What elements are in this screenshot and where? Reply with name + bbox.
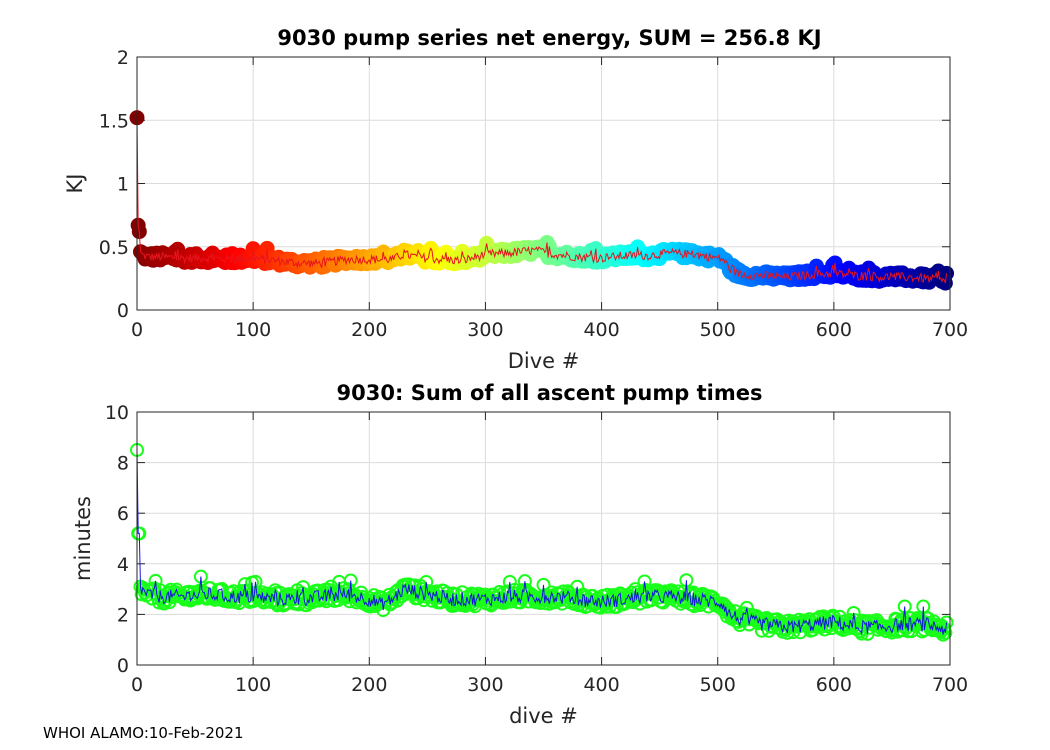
x-axis-label: dive # [509,704,578,728]
x-axis-label: Dive # [508,349,580,373]
y-tick-label: 1.5 [99,110,129,132]
axes-frame [136,56,951,311]
axes-frame [136,411,951,666]
series-line [136,449,947,636]
data-marker [248,574,263,589]
data-marker [938,625,953,640]
y-tick-label: 0.5 [99,237,129,259]
y-tick-label: 8 [117,453,129,475]
x-tick-label: 600 [816,319,852,341]
y-tick-label: 0 [117,300,129,322]
y-tick-label: 2 [117,604,129,626]
x-tick-label: 700 [932,319,968,341]
series-line [136,117,947,284]
data-marker [238,577,253,592]
x-tick-label: 500 [700,319,736,341]
y-tick-label: 0 [117,655,129,677]
chart-title: 9030 pump series net energy, SUM = 256.8… [277,26,821,50]
x-tick-label: 300 [467,319,503,341]
x-tick-label: 200 [351,319,387,341]
footer-stamp: WHOI ALAMO:10-Feb-2021 [43,724,244,742]
y-tick-label: 1 [117,174,129,196]
data-marker [939,615,954,630]
x-tick-label: 700 [932,674,968,696]
x-tick-label: 0 [131,674,143,696]
x-tick-label: 100 [235,319,271,341]
x-tick-label: 0 [131,319,143,341]
y-tick-label: 10 [105,402,129,424]
pump-time-chart: 0 100 200 300 400 500 600 700 0 2 4 6 8 10 9030: Sum o… [71,381,968,728]
energy-chart: 0 100 200 300 400 500 600 700 0 0.5 1 1.5 2 9030 pump… [63,26,968,373]
x-tick-label: 400 [583,674,619,696]
x-tick-label: 600 [816,674,852,696]
y-axis-label: KJ [63,174,87,194]
x-tick-label: 500 [700,674,736,696]
x-tick-label: 300 [467,674,503,696]
x-tick-label: 200 [351,674,387,696]
x-tick-label: 100 [235,674,271,696]
data-marker [936,627,951,642]
y-axis-label: minutes [71,496,95,581]
y-tick-label: 6 [117,503,129,525]
y-tick-label: 4 [117,554,129,576]
chart-title: 9030: Sum of all ascent pump times [337,381,763,405]
x-tick-label: 400 [583,319,619,341]
y-tick-label: 2 [117,47,129,69]
